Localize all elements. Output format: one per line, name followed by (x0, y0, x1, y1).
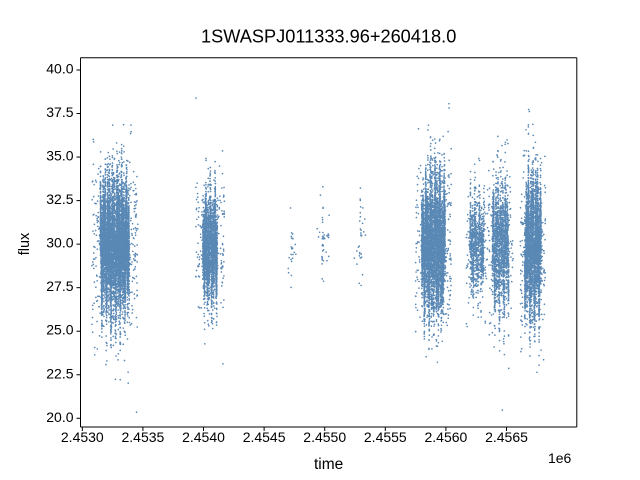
svg-text:2.4560: 2.4560 (424, 429, 467, 445)
svg-text:2.4550: 2.4550 (303, 429, 346, 445)
svg-text:22.5: 22.5 (46, 365, 73, 381)
svg-text:2.4540: 2.4540 (182, 429, 225, 445)
svg-text:35.0: 35.0 (46, 148, 73, 164)
svg-text:2.4535: 2.4535 (122, 429, 165, 445)
svg-text:40.0: 40.0 (46, 60, 73, 76)
svg-text:1SWASPJ011333.96+260418.0: 1SWASPJ011333.96+260418.0 (201, 27, 456, 47)
svg-text:25.0: 25.0 (46, 322, 73, 338)
svg-text:2.4555: 2.4555 (364, 429, 407, 445)
svg-text:1e6: 1e6 (548, 450, 572, 466)
svg-text:37.5: 37.5 (46, 104, 73, 120)
svg-text:2.4565: 2.4565 (485, 429, 528, 445)
svg-text:time: time (314, 456, 343, 473)
svg-text:20.0: 20.0 (46, 409, 73, 425)
svg-text:2.4545: 2.4545 (243, 429, 286, 445)
svg-text:2.4530: 2.4530 (61, 429, 104, 445)
svg-text:32.5: 32.5 (46, 191, 73, 207)
svg-text:27.5: 27.5 (46, 278, 73, 294)
svg-text:30.0: 30.0 (46, 235, 73, 251)
